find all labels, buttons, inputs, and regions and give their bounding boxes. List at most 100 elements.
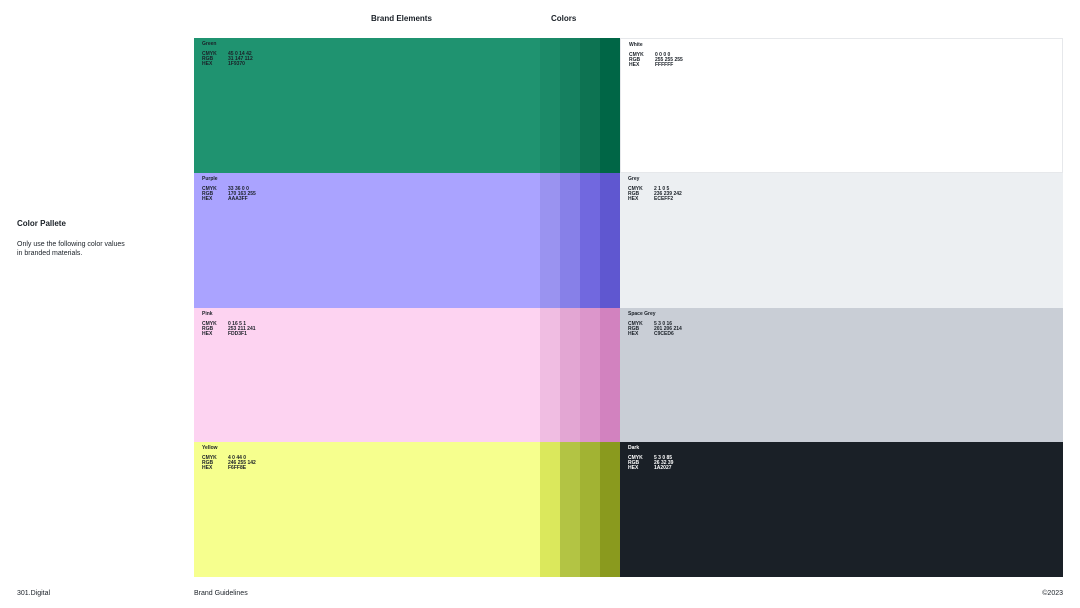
- spec-value-hex: 1A2027: [654, 465, 672, 472]
- spec-value-rgb: 31 147 112: [228, 56, 253, 62]
- color-name: White: [629, 42, 643, 48]
- shade-swatch: [540, 38, 560, 173]
- spec-value-rgb: 246 255 142: [228, 460, 256, 467]
- spec-value-hex: AAA3FF: [228, 195, 248, 202]
- shade-swatch: [560, 442, 580, 577]
- shade-swatch: [580, 38, 600, 173]
- shade-swatch: [580, 172, 600, 308]
- color-name: Purple: [202, 175, 218, 182]
- shade-swatch: [540, 442, 560, 577]
- color-spec: Dark CMYK 5 3 0 85 RGB 26 32 39 HEX 1A2027: [628, 446, 673, 471]
- color-spec: Purple CMYK 33 36 0 0 RGB 170 163 255 HEX AAA3…: [202, 175, 256, 202]
- spec-value-rgb: 26 32 39: [654, 460, 674, 467]
- footer-brand: 301.Digital: [17, 590, 51, 597]
- spec-value-hex: F6FF8E: [228, 465, 247, 472]
- shade-swatch: [580, 442, 600, 577]
- spec-value-cmyk: 0 16 5 1: [228, 320, 247, 327]
- sidebar-title: Color Pallete: [17, 219, 66, 228]
- spec-key: CMYK: [628, 320, 643, 327]
- color-name: Grey: [628, 175, 640, 182]
- spec-value-hex: C9CED6: [654, 330, 674, 337]
- spec-key: RGB: [628, 325, 640, 332]
- spec-value-cmyk: 4 0 44 0: [228, 455, 247, 462]
- shade-swatch: [560, 172, 580, 308]
- palette-row: Pink CMYK 0 16 5 1 RGB 253 211 241 HEX FDD3F1 …: [194, 307, 1063, 443]
- spec-key: HEX: [202, 195, 213, 202]
- shade-swatch: [580, 307, 600, 443]
- spec-key: CMYK: [628, 185, 643, 192]
- spec-key: RGB: [629, 57, 641, 63]
- spec-key: CMYK: [202, 455, 217, 462]
- page-title: Colors: [551, 14, 577, 23]
- spec-key: CMYK: [629, 52, 644, 58]
- spec-key: RGB: [202, 460, 214, 467]
- spec-value-cmyk: 33 36 0 0: [228, 185, 249, 192]
- swatch-grey: Grey CMYK 2 1 0 5 RGB 236 239 242 HEX ECEFF2: [620, 172, 1063, 308]
- spec-value-hex: FFFFFF: [655, 62, 674, 68]
- spec-key: CMYK: [202, 51, 217, 57]
- palette-row: Yellow CMYK 4 0 44 0 RGB 246 255 142 HEX F6FF8…: [194, 442, 1063, 577]
- spec-value-cmyk: 5 3 0 85: [654, 455, 673, 462]
- color-name: Space Grey: [628, 310, 656, 317]
- spec-value-rgb: 253 211 241: [228, 325, 256, 332]
- color-spec: Green CMYK 45 0 14 42 RGB 31 147 112 HEX 1F937…: [202, 42, 253, 67]
- spec-value-cmyk: 5 3 0 16: [654, 320, 673, 327]
- spec-value-cmyk: 0 0 0 0: [655, 52, 671, 58]
- spec-value-hex: 1F9370: [228, 61, 245, 67]
- shade-swatch: [600, 38, 620, 173]
- sidebar-description: Only use the following color values in b…: [17, 241, 125, 257]
- swatch-pink: Pink CMYK 0 16 5 1 RGB 253 211 241 HEX FDD3F1: [194, 307, 540, 443]
- shade-swatch: [560, 38, 580, 173]
- swatch-space-grey: Space Grey CMYK 5 3 0 16 RGB 201 206 214 HEX C…: [620, 307, 1063, 443]
- color-spec: White CMYK 0 0 0 0 RGB 255 255 255 HEX FFFFFF: [629, 43, 683, 68]
- color-spec: Grey CMYK 2 1 0 5 RGB 236 239 242 HEX ECEFF2: [628, 175, 682, 202]
- shade-swatch: [540, 172, 560, 308]
- color-name: Pink: [202, 310, 213, 317]
- spec-key: HEX: [202, 465, 213, 472]
- spec-value-rgb: 201 206 214: [654, 325, 682, 332]
- color-name: Yellow: [202, 445, 218, 452]
- color-spec: Space Grey CMYK 5 3 0 16 RGB 201 206 214 HEX C…: [628, 310, 682, 337]
- spec-key: HEX: [628, 465, 639, 472]
- shade-swatch: [600, 307, 620, 443]
- spec-key: HEX: [628, 330, 639, 337]
- shade-swatch: [600, 442, 620, 577]
- footer-copyright: ©2023: [1042, 590, 1063, 597]
- spec-key: HEX: [202, 61, 213, 67]
- palette-row: Green CMYK 45 0 14 42 RGB 31 147 112 HEX 1F937…: [194, 38, 1063, 173]
- swatch-white: White CMYK 0 0 0 0 RGB 255 255 255 HEX FFFFFF: [620, 38, 1063, 173]
- spec-value-cmyk: 45 0 14 42: [228, 51, 252, 57]
- spec-key: HEX: [628, 195, 639, 202]
- swatch-dark: Dark CMYK 5 3 0 85 RGB 26 32 39 HEX 1A2027: [620, 442, 1063, 577]
- spec-value-cmyk: 2 1 0 5: [654, 185, 670, 192]
- palette-row: Purple CMYK 33 36 0 0 RGB 170 163 255 HEX AAA3…: [194, 172, 1063, 308]
- section-title: Brand Elements: [371, 14, 432, 23]
- spec-value-rgb: 170 163 255: [228, 190, 256, 197]
- spec-value-rgb: 236 239 242: [654, 190, 682, 197]
- spec-key: RGB: [202, 325, 214, 332]
- shade-swatch: [560, 307, 580, 443]
- spec-value-hex: ECEFF2: [654, 195, 674, 202]
- swatch-yellow: Yellow CMYK 4 0 44 0 RGB 246 255 142 HEX F6FF8…: [194, 442, 540, 577]
- spec-key: RGB: [202, 56, 214, 62]
- spec-key: HEX: [202, 330, 213, 337]
- shade-swatch: [600, 172, 620, 308]
- footer-doc: Brand Guidelines: [194, 590, 248, 597]
- spec-value-rgb: 255 255 255: [655, 57, 683, 63]
- spec-value-hex: FDD3F1: [228, 330, 247, 337]
- color-spec: Yellow CMYK 4 0 44 0 RGB 246 255 142 HEX F6FF8…: [202, 446, 256, 471]
- spec-key: CMYK: [202, 185, 217, 192]
- color-palette-grid: Green CMYK 45 0 14 42 RGB 31 147 112 HEX 1F937…: [194, 38, 1063, 577]
- swatch-green: Green CMYK 45 0 14 42 RGB 31 147 112 HEX 1F937…: [194, 38, 540, 173]
- color-name: Dark: [628, 445, 640, 452]
- spec-key: HEX: [629, 62, 640, 68]
- spec-key: CMYK: [628, 455, 643, 462]
- spec-key: CMYK: [202, 320, 217, 327]
- color-name: Green: [202, 41, 217, 47]
- spec-key: RGB: [202, 190, 214, 197]
- swatch-purple: Purple CMYK 33 36 0 0 RGB 170 163 255 HEX AAA3…: [194, 172, 540, 308]
- color-spec: Pink CMYK 0 16 5 1 RGB 253 211 241 HEX FDD3F1: [202, 310, 256, 337]
- spec-key: RGB: [628, 460, 640, 467]
- spec-key: RGB: [628, 190, 640, 197]
- shade-swatch: [540, 307, 560, 443]
